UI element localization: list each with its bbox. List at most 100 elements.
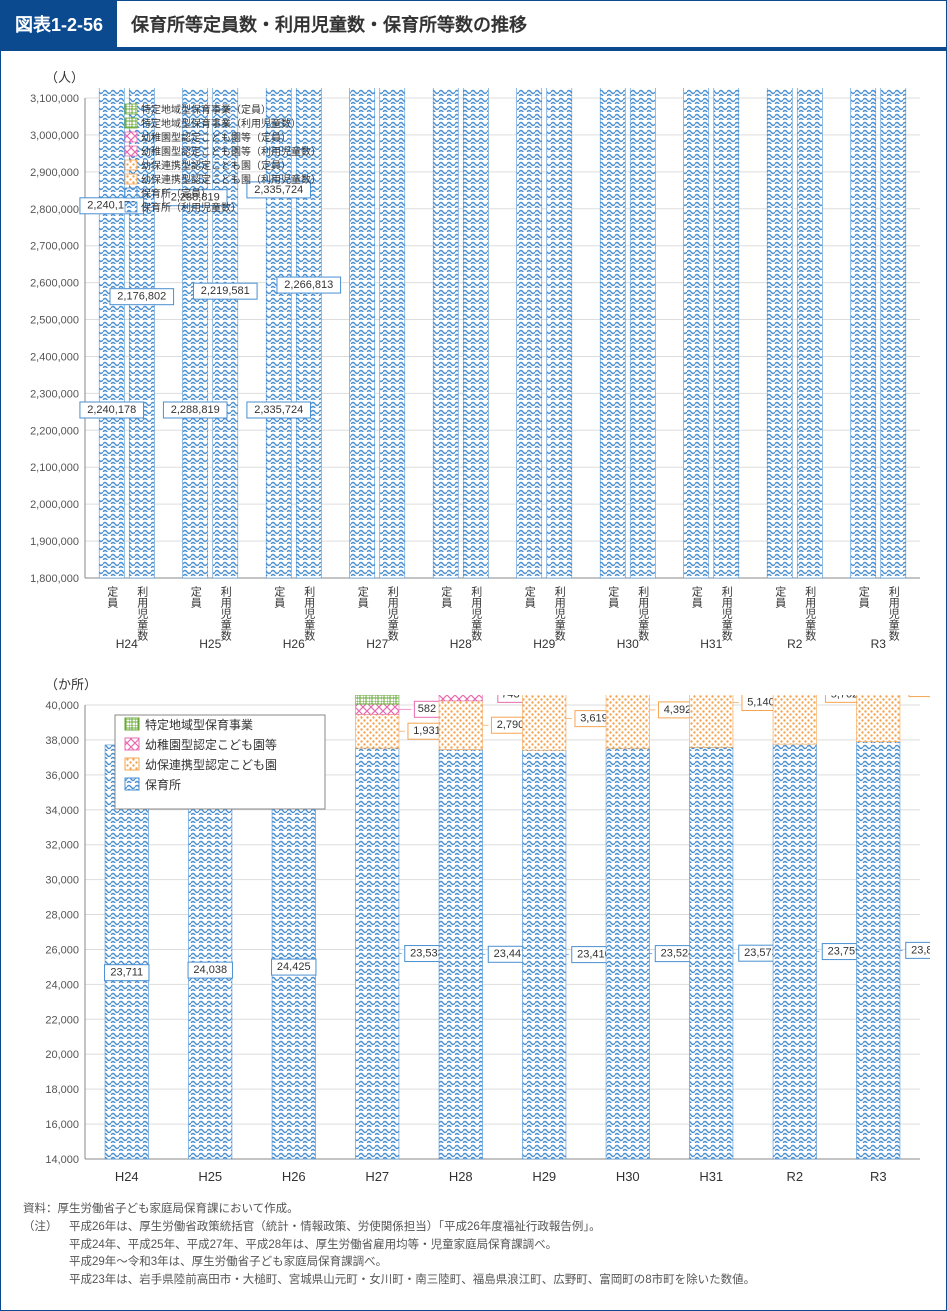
svg-text:2,219,581: 2,219,581 xyxy=(201,285,250,297)
svg-text:利用児童数: 利用児童数 xyxy=(303,586,316,642)
svg-text:2,000,000: 2,000,000 xyxy=(30,499,79,511)
svg-text:特定地域型保育事業（定員）: 特定地域型保育事業（定員） xyxy=(141,103,271,116)
svg-text:24,425: 24,425 xyxy=(277,961,311,973)
figure-container: 図表1-2-56 保育所等定員数・利用児童数・保育所等数の推移 （人） 1,80… xyxy=(0,0,947,1311)
svg-text:22,000: 22,000 xyxy=(45,1014,79,1026)
svg-text:2,176,802: 2,176,802 xyxy=(117,291,166,303)
svg-text:2,200,000: 2,200,000 xyxy=(30,425,79,437)
footnotes: 資料：厚生労働省子ども家庭局保育課において作成。 （注）平成26年は、厚生労働省… xyxy=(1,1195,946,1300)
svg-text:23,410: 23,410 xyxy=(577,949,611,961)
svg-text:H28: H28 xyxy=(450,637,472,651)
svg-text:幼保連携型認定こども園（定員）: 幼保連携型認定こども園（定員） xyxy=(141,159,291,172)
figure-number: 図表1-2-56 xyxy=(1,1,117,47)
svg-text:幼保連携型認定こども園（利用児童数）: 幼保連携型認定こども園（利用児童数） xyxy=(141,173,321,186)
svg-text:定員: 定員 xyxy=(106,585,119,609)
svg-text:利用児童数: 利用児童数 xyxy=(720,586,733,642)
svg-text:利用児童数: 利用児童数 xyxy=(553,586,566,642)
svg-text:保育所: 保育所 xyxy=(145,777,181,792)
svg-text:H24: H24 xyxy=(115,1169,139,1184)
svg-text:利用児童数: 利用児童数 xyxy=(219,586,232,642)
svg-text:H25: H25 xyxy=(198,1169,222,1184)
svg-text:2,800,000: 2,800,000 xyxy=(30,204,79,216)
svg-text:38,000: 38,000 xyxy=(45,735,79,747)
svg-text:H26: H26 xyxy=(282,1169,306,1184)
svg-text:23,533: 23,533 xyxy=(410,947,444,959)
svg-text:保育所（利用児童数）: 保育所（利用児童数） xyxy=(141,201,241,214)
svg-text:3,000,000: 3,000,000 xyxy=(30,130,79,142)
svg-text:定員: 定員 xyxy=(774,585,787,609)
svg-text:定員: 定員 xyxy=(607,585,620,609)
svg-text:定員: 定員 xyxy=(273,585,286,609)
svg-text:幼稚園型認定こども園等（利用児童数）: 幼稚園型認定こども園等（利用児童数） xyxy=(141,145,321,158)
svg-text:定員: 定員 xyxy=(189,585,202,609)
svg-text:30,000: 30,000 xyxy=(45,875,79,887)
svg-text:2,288,819: 2,288,819 xyxy=(171,404,220,416)
svg-text:利用児童数: 利用児童数 xyxy=(804,586,817,642)
chart2-unit: （か所） xyxy=(45,674,932,693)
svg-text:5,140: 5,140 xyxy=(747,696,775,708)
svg-text:幼保連携型認定こども園: 幼保連携型認定こども園 xyxy=(145,757,277,772)
svg-text:幼稚園型認定こども園等: 幼稚園型認定こども園等 xyxy=(145,737,277,752)
svg-text:利用児童数: 利用児童数 xyxy=(136,586,149,642)
svg-text:14,000: 14,000 xyxy=(45,1154,79,1166)
svg-text:18,000: 18,000 xyxy=(45,1084,79,1096)
svg-text:2,600,000: 2,600,000 xyxy=(30,278,79,290)
svg-text:定員: 定員 xyxy=(440,585,453,609)
svg-text:2,240,178: 2,240,178 xyxy=(87,404,136,416)
svg-text:R3: R3 xyxy=(871,637,887,651)
svg-text:定員: 定員 xyxy=(690,585,703,609)
svg-text:2,100,000: 2,100,000 xyxy=(30,462,79,474)
svg-text:H27: H27 xyxy=(366,637,388,651)
svg-text:28,000: 28,000 xyxy=(45,910,79,922)
svg-text:H26: H26 xyxy=(283,637,305,651)
svg-text:定員: 定員 xyxy=(523,585,536,609)
chart1-wrap: （人） 1,800,0001,900,0002,000,0002,100,000… xyxy=(1,51,946,658)
svg-text:23,447: 23,447 xyxy=(494,948,528,960)
svg-text:1,931: 1,931 xyxy=(413,725,441,737)
svg-text:R2: R2 xyxy=(786,1169,803,1184)
svg-text:23,524: 23,524 xyxy=(661,948,695,960)
svg-text:3,619: 3,619 xyxy=(580,713,608,725)
svg-text:40,000: 40,000 xyxy=(45,700,79,712)
svg-text:1,900,000: 1,900,000 xyxy=(30,536,79,548)
svg-text:H24: H24 xyxy=(116,637,138,651)
svg-text:2,500,000: 2,500,000 xyxy=(30,315,79,327)
svg-text:H30: H30 xyxy=(616,1169,640,1184)
svg-text:特定地域型保育事業（利用児童数）: 特定地域型保育事業（利用児童数） xyxy=(141,117,301,130)
svg-text:利用児童数: 利用児童数 xyxy=(637,586,650,642)
footnote-lines: （注）平成26年は、厚生労働省政策統括官（統計・情報政策、労使関係担当）「平成2… xyxy=(23,1219,928,1290)
svg-text:34,000: 34,000 xyxy=(45,805,79,817)
svg-text:H28: H28 xyxy=(449,1169,473,1184)
svg-text:743: 743 xyxy=(501,695,519,700)
svg-text:32,000: 32,000 xyxy=(45,840,79,852)
svg-text:2,266,813: 2,266,813 xyxy=(284,279,333,291)
chart1-unit: （人） xyxy=(45,67,932,86)
svg-text:特定地域型保育事業: 特定地域型保育事業 xyxy=(145,717,253,732)
svg-text:582: 582 xyxy=(418,703,436,715)
svg-text:R3: R3 xyxy=(870,1169,887,1184)
svg-text:2,900,000: 2,900,000 xyxy=(30,167,79,179)
svg-text:H25: H25 xyxy=(199,637,221,651)
svg-text:23,759: 23,759 xyxy=(828,945,862,957)
svg-text:2,300,000: 2,300,000 xyxy=(30,388,79,400)
svg-text:H30: H30 xyxy=(617,637,639,651)
figure-title: 保育所等定員数・利用児童数・保育所等数の推移 xyxy=(117,1,541,47)
svg-text:H31: H31 xyxy=(700,637,722,651)
svg-text:利用児童数: 利用児童数 xyxy=(887,586,900,642)
svg-text:5,702: 5,702 xyxy=(831,695,859,700)
svg-text:2,400,000: 2,400,000 xyxy=(30,351,79,363)
svg-text:20,000: 20,000 xyxy=(45,1049,79,1061)
chart1-svg: 1,800,0001,900,0002,000,0002,100,0002,20… xyxy=(15,88,930,658)
svg-text:幼稚園型認定こども園等（定員）: 幼稚園型認定こども園等（定員） xyxy=(141,131,291,144)
svg-text:3,100,000: 3,100,000 xyxy=(30,93,79,105)
svg-text:16,000: 16,000 xyxy=(45,1119,79,1131)
svg-text:26,000: 26,000 xyxy=(45,944,79,956)
svg-text:23,711: 23,711 xyxy=(110,967,143,979)
svg-text:定員: 定員 xyxy=(857,585,870,609)
svg-text:定員: 定員 xyxy=(356,585,369,609)
svg-text:H29: H29 xyxy=(533,637,555,651)
svg-text:23,896: 23,896 xyxy=(911,944,930,956)
svg-text:2,790: 2,790 xyxy=(497,719,525,731)
svg-text:H27: H27 xyxy=(365,1169,389,1184)
svg-text:H31: H31 xyxy=(699,1169,723,1184)
